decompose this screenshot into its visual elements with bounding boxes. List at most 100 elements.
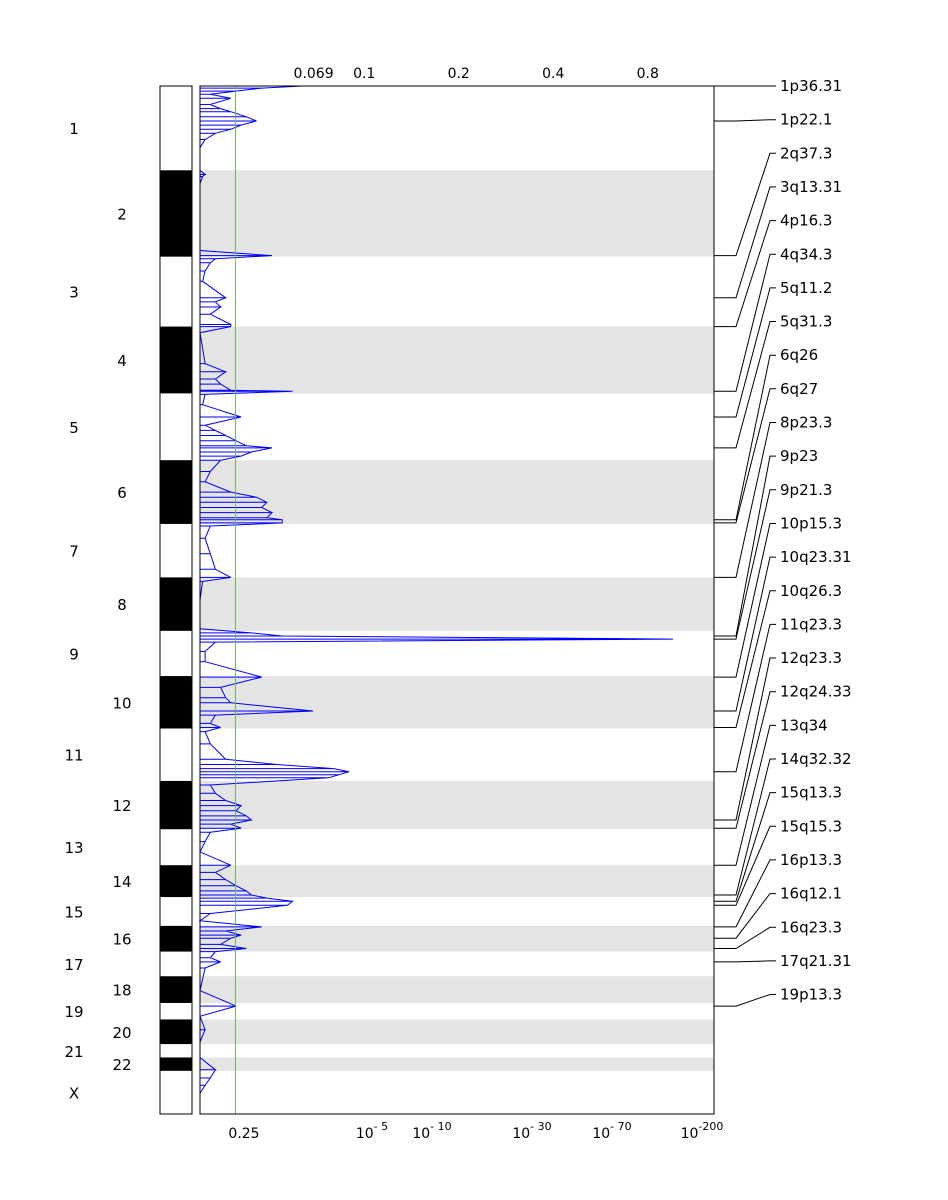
- peak-leader-line: [714, 758, 776, 896]
- top-tick-label: 0.2: [448, 66, 470, 82]
- peak-label: 13q34: [780, 716, 828, 734]
- peak-label: 5q11.2: [780, 279, 832, 297]
- peak-leader-line: [714, 825, 776, 906]
- ideogram-block-22: [160, 1057, 192, 1071]
- chromosome-label-11: 11: [64, 747, 83, 765]
- peak-label: 3q13.31: [780, 178, 842, 196]
- peak-label: 4q34.3: [780, 245, 832, 263]
- peak-leader-line: [714, 119, 776, 122]
- peak-label: 16p13.3: [780, 851, 842, 869]
- plot-frame: [199, 85, 715, 1115]
- chromosome-band-14: [200, 865, 714, 898]
- chromosome-bands: [200, 170, 714, 1071]
- peak-label: 2q37.3: [780, 144, 832, 162]
- chromosome-label-22: 22: [112, 1056, 131, 1074]
- chromosome-label-16: 16: [112, 931, 131, 949]
- peak-leader-line: [714, 253, 776, 392]
- gscore-series: [198, 85, 673, 1114]
- peak-leader-line: [714, 287, 776, 418]
- peak-leader-line: [714, 590, 776, 728]
- ideogram-block-4: [160, 326, 192, 394]
- ideogram-block-20: [160, 1019, 192, 1045]
- ideogram-block-12: [160, 780, 192, 830]
- peak-leader-line: [714, 455, 776, 637]
- ideogram-block-2: [160, 170, 192, 257]
- bottom-tick-label: 10-200: [681, 1120, 724, 1142]
- peak-leader-line: [714, 556, 776, 712]
- peak-leader-line: [714, 960, 776, 963]
- peak-label: 6q27: [780, 380, 818, 398]
- peak-label: 12q24.33: [780, 683, 852, 701]
- chromosome-band-12: [200, 780, 714, 830]
- ideogram-block-16: [160, 925, 192, 952]
- peak-label: 10q23.31: [780, 548, 852, 566]
- chromosome-label-9: 9: [69, 645, 79, 663]
- chromosome-label-21: 21: [64, 1043, 83, 1061]
- bottom-axis-ticks: 0.25 10- 5 10- 10 10- 30 10- 70 10-200: [228, 1120, 723, 1142]
- peak-label: 1p22.1: [780, 111, 832, 129]
- peak-leader-line: [714, 489, 776, 640]
- chromosome-band-4: [200, 326, 714, 394]
- ideogram-block-18: [160, 976, 192, 1003]
- peak-label: 4p16.3: [780, 212, 832, 230]
- peak-label: 9p23: [780, 447, 818, 465]
- chromosome-label-19: 19: [64, 1003, 83, 1021]
- chromosome-label-6: 6: [117, 484, 127, 502]
- chromosome-band-16: [200, 925, 714, 952]
- chromosome-label-8: 8: [117, 596, 127, 614]
- bottom-tick-label: 10- 70: [592, 1120, 631, 1142]
- chromosome-band-20: [200, 1019, 714, 1045]
- ideogram-block-10: [160, 676, 192, 729]
- peak-leader-line: [714, 724, 776, 866]
- chromosome-band-22: [200, 1057, 714, 1071]
- peak-leader-line: [714, 422, 776, 578]
- peak-label: 16q23.3: [780, 918, 842, 936]
- peak-label: 8p23.3: [780, 414, 832, 432]
- chromosome-label-18: 18: [112, 982, 131, 1000]
- chromosome-label-3: 3: [69, 284, 79, 302]
- peak-leader-line: [714, 152, 776, 257]
- peak-leader-line: [714, 792, 776, 902]
- chromosome-ideogram: [159, 85, 193, 1115]
- peak-leader-line: [714, 186, 776, 299]
- chromosome-label-20: 20: [112, 1024, 131, 1042]
- peak-label: 5q31.3: [780, 313, 832, 331]
- top-tick-label: 0.1: [353, 66, 375, 82]
- bottom-tick-label: 10- 5: [356, 1120, 388, 1142]
- chromosome-band-6: [200, 460, 714, 524]
- ideogram-block-6: [160, 460, 192, 524]
- peak-leader-line: [714, 657, 776, 821]
- top-tick-label: 0.069: [294, 66, 334, 82]
- peak-leader-line: [714, 893, 776, 939]
- peak-label: 15q13.3: [780, 784, 842, 802]
- peak-label: 11q23.3: [780, 615, 842, 633]
- peak-label: 17q21.31: [780, 952, 852, 970]
- chromosome-label-5: 5: [69, 419, 79, 437]
- top-tick-label: 0.8: [637, 66, 659, 82]
- peak-label: 12q23.3: [780, 649, 842, 667]
- chromosome-label-15: 15: [64, 903, 83, 921]
- chromosome-band-2: [200, 170, 714, 257]
- chromosome-label-7: 7: [69, 543, 79, 561]
- chromosome-label-14: 14: [112, 873, 131, 891]
- peak-label: 16q12.1: [780, 885, 842, 903]
- peak-label: 10p15.3: [780, 514, 842, 532]
- chromosome-label-2: 2: [117, 205, 127, 223]
- peak-leader-line: [714, 994, 776, 1007]
- bottom-tick-label: 10- 10: [412, 1120, 451, 1142]
- peak-leader-line: [714, 623, 776, 773]
- peak-label: 9p21.3: [780, 481, 832, 499]
- peak-leader-line: [714, 354, 776, 521]
- peak-label: 10q26.3: [780, 582, 842, 600]
- chromosome-label-12: 12: [112, 797, 131, 815]
- peak-label: 14q32.32: [780, 750, 852, 768]
- ideogram-block-8: [160, 577, 192, 631]
- peak-leader-line: [714, 220, 776, 328]
- chromosome-label-13: 13: [64, 839, 83, 857]
- chromosome-label-1: 1: [69, 120, 79, 138]
- peak-label: 19p13.3: [780, 986, 842, 1004]
- peak-labels: 1p36.31 1p22.1 2q37.3 3q13.31 4p16.3 4q34.3 5q…: [714, 77, 852, 1007]
- bottom-tick-label: 0.25: [228, 1126, 259, 1142]
